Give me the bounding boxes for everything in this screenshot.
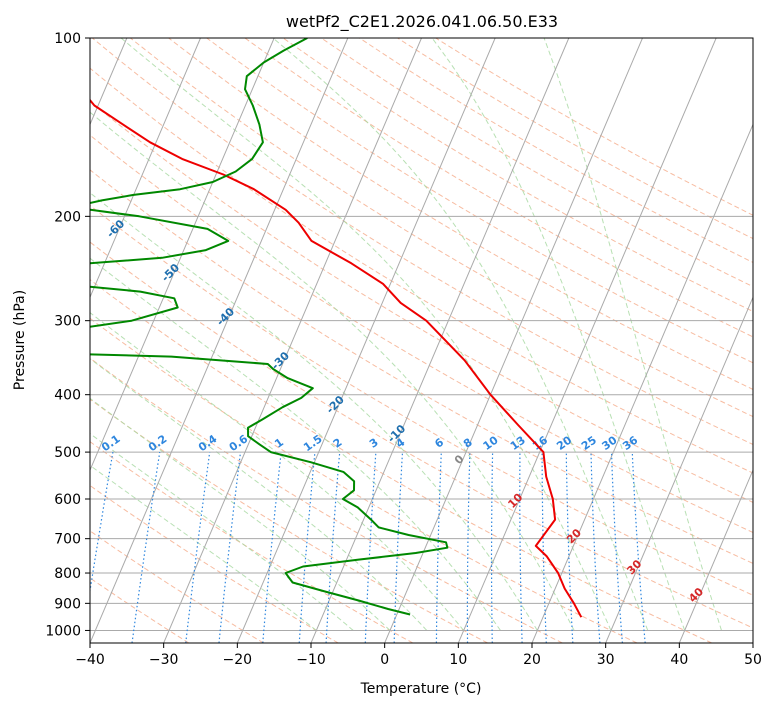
y-tick-label: 1000: [45, 623, 81, 639]
y-tick-label: 300: [54, 314, 81, 330]
mixing-ratio-line: [131, 452, 161, 643]
moist-adiabat-line: [272, 38, 649, 631]
moist-adiabat-line: [431, 38, 686, 631]
dry-adiabat-line: [168, 38, 753, 390]
y-tick-label: 400: [54, 388, 81, 404]
dry-adiabat-line: [90, 134, 753, 534]
x-tick-label: −20: [223, 652, 253, 668]
isotherm-grid: [90, 38, 753, 643]
plot-background: [90, 38, 753, 643]
moist-adiabat-line: [90, 111, 575, 631]
moist-adiabat-line: [90, 432, 354, 631]
moist-adiabat-line: [90, 464, 317, 631]
moist-adiabat-line: [90, 357, 428, 631]
dry-adiabat-line: [206, 38, 753, 364]
chart-title: wetPf2_C2E1.2026.041.06.50.E33: [286, 12, 558, 32]
x-tick-label: 30: [597, 652, 615, 668]
mixing-ratio-line: [298, 452, 316, 643]
isotherm-line: [678, 468, 753, 643]
dry-adiabat-line: [90, 241, 753, 629]
y-tick-label: 100: [54, 31, 81, 47]
isotherm-line: [310, 38, 570, 643]
dry-adiabat-line: [244, 38, 753, 338]
mixing-ratio-line: [631, 452, 646, 643]
y-tick-label: 900: [54, 596, 81, 612]
mixing-ratio-line: [218, 452, 242, 643]
isotherm-label: -70: [49, 173, 72, 196]
y-tick-label: 800: [54, 566, 81, 582]
x-tick-label: −10: [296, 652, 326, 668]
dry-adiabat-line: [90, 169, 753, 564]
moist-adiabat-line: [120, 38, 612, 631]
x-tick-label: 10: [449, 652, 467, 668]
isotherm-line: [384, 38, 643, 643]
isotherm-line: [531, 123, 753, 643]
dry-adiabat-line: [90, 204, 753, 596]
x-tick-label: 20: [523, 652, 541, 668]
dry-adiabat-line: [282, 38, 753, 313]
y-axis: 100 200 300 400 500 600 700 800 900 1000: [45, 31, 90, 639]
dewpoint-profile-line: [90, 38, 449, 616]
x-axis-label: Temperature (°C): [360, 681, 482, 697]
dry-adiabat-line: [90, 357, 563, 643]
dry-adiabat-line: [90, 67, 753, 474]
dry-adiabat-line: [90, 530, 264, 643]
mixing-ratio-line: [185, 452, 211, 643]
x-tick-label: −30: [149, 652, 179, 668]
x-tick-label: 40: [670, 652, 688, 668]
isotherm-line: [457, 38, 717, 643]
plot-frame: [89, 37, 754, 644]
isotherm-line: [605, 296, 753, 643]
y-axis-label: Pressure (hPa): [12, 290, 28, 390]
temperature-profile-line: [90, 98, 583, 618]
isotherm-line: [163, 38, 422, 643]
moist-adiabat-line: [543, 38, 722, 631]
moist-adiabat-line: [90, 192, 538, 631]
y-tick-label: 500: [54, 445, 81, 461]
y-tick-label: 200: [54, 209, 81, 225]
dry-adiabat-line: [90, 317, 638, 643]
isotherm-line: [90, 38, 201, 299]
isotherm-line: [752, 641, 753, 643]
moist-adiabat-line: [90, 257, 501, 631]
dry-adiabat-line: [90, 100, 753, 503]
isotherm-line: [90, 38, 275, 472]
y-tick-label: 700: [54, 532, 81, 548]
moist-adiabat-line: [90, 397, 391, 631]
isotherm-line: [236, 38, 496, 643]
mixing-ratio-line: [262, 452, 282, 643]
profile-series: [90, 38, 583, 618]
y-tick-label: 600: [54, 492, 81, 508]
x-axis: −40 −30 −20 −10 0 10 20 30 40 50: [75, 643, 762, 668]
isotherm-line: [90, 38, 349, 643]
x-tick-label: 0: [380, 652, 389, 668]
x-tick-label: 50: [744, 652, 762, 668]
dry-adiabat-line: [90, 398, 488, 643]
dry-adiabat-line: [90, 484, 339, 643]
dry-adiabat-line: [90, 279, 712, 643]
mixing-ratio-line: [90, 451, 114, 595]
isotherm-label: -80: [0, 129, 18, 152]
isobar-grid: [90, 38, 753, 631]
x-tick-label: −40: [75, 652, 105, 668]
